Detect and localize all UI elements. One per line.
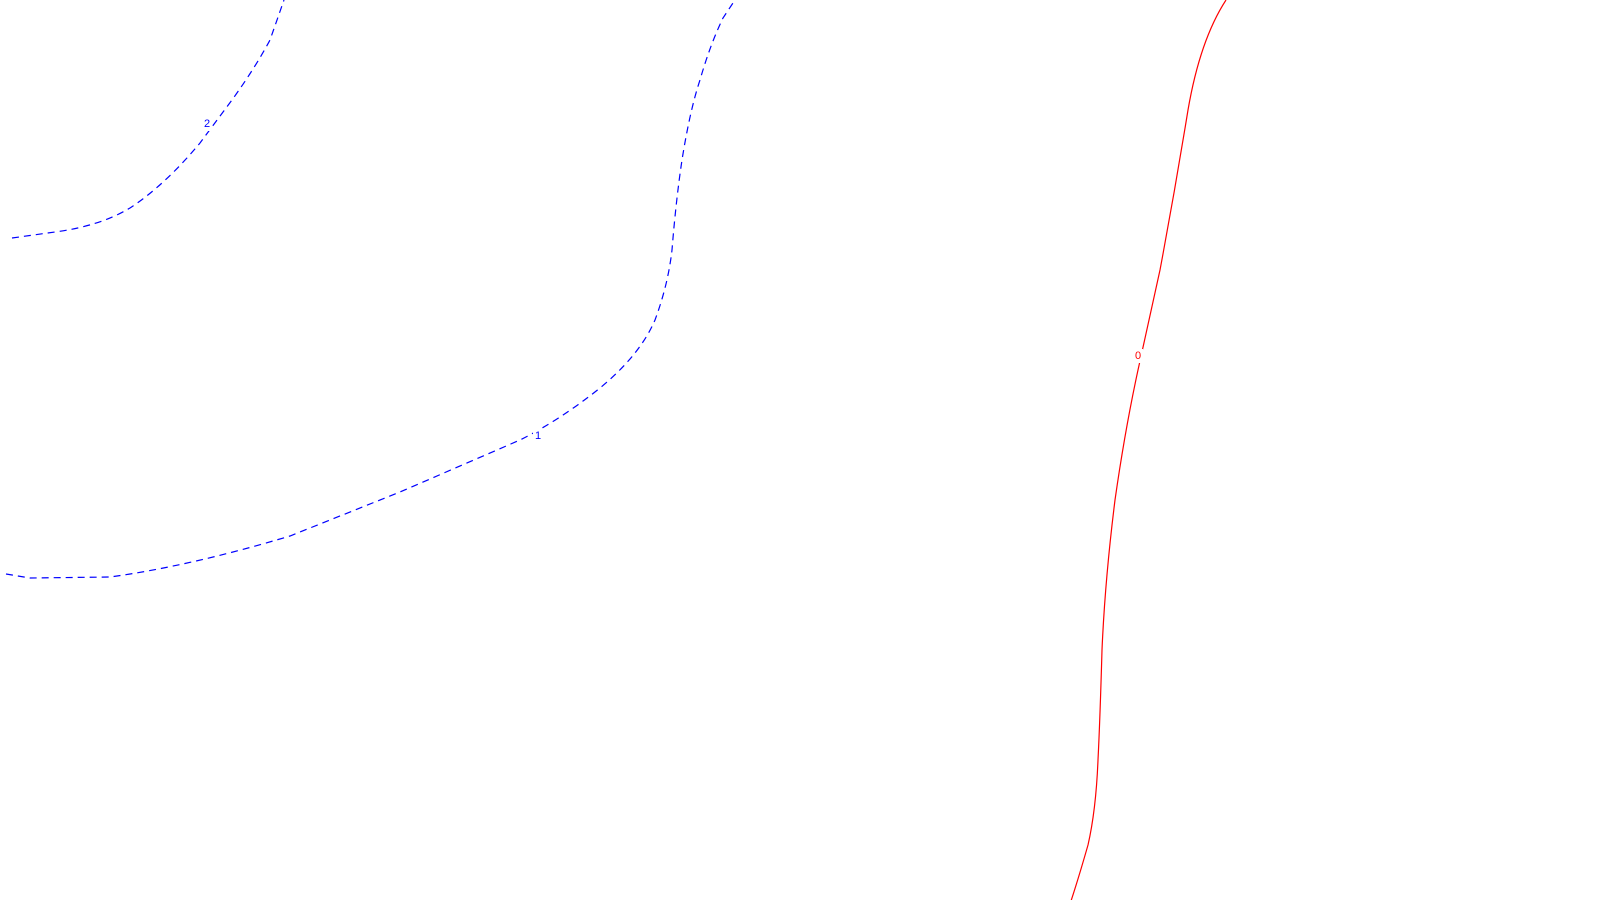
contour-labels: 2 1 0	[202, 117, 1143, 443]
contour-line-0	[1070, 0, 1227, 900]
contour-label-1: 1	[535, 430, 541, 442]
contour-label-2: 2	[204, 118, 210, 130]
contour-label-bg-1	[533, 429, 543, 443]
contour-line-2	[11, 0, 285, 239]
contour-label-bg-2	[202, 117, 212, 131]
contour-line-1	[5, 0, 736, 579]
contour-lines	[5, 0, 1227, 900]
contour-label-0: 0	[1135, 350, 1141, 362]
contour-label-bg-0	[1133, 349, 1143, 363]
